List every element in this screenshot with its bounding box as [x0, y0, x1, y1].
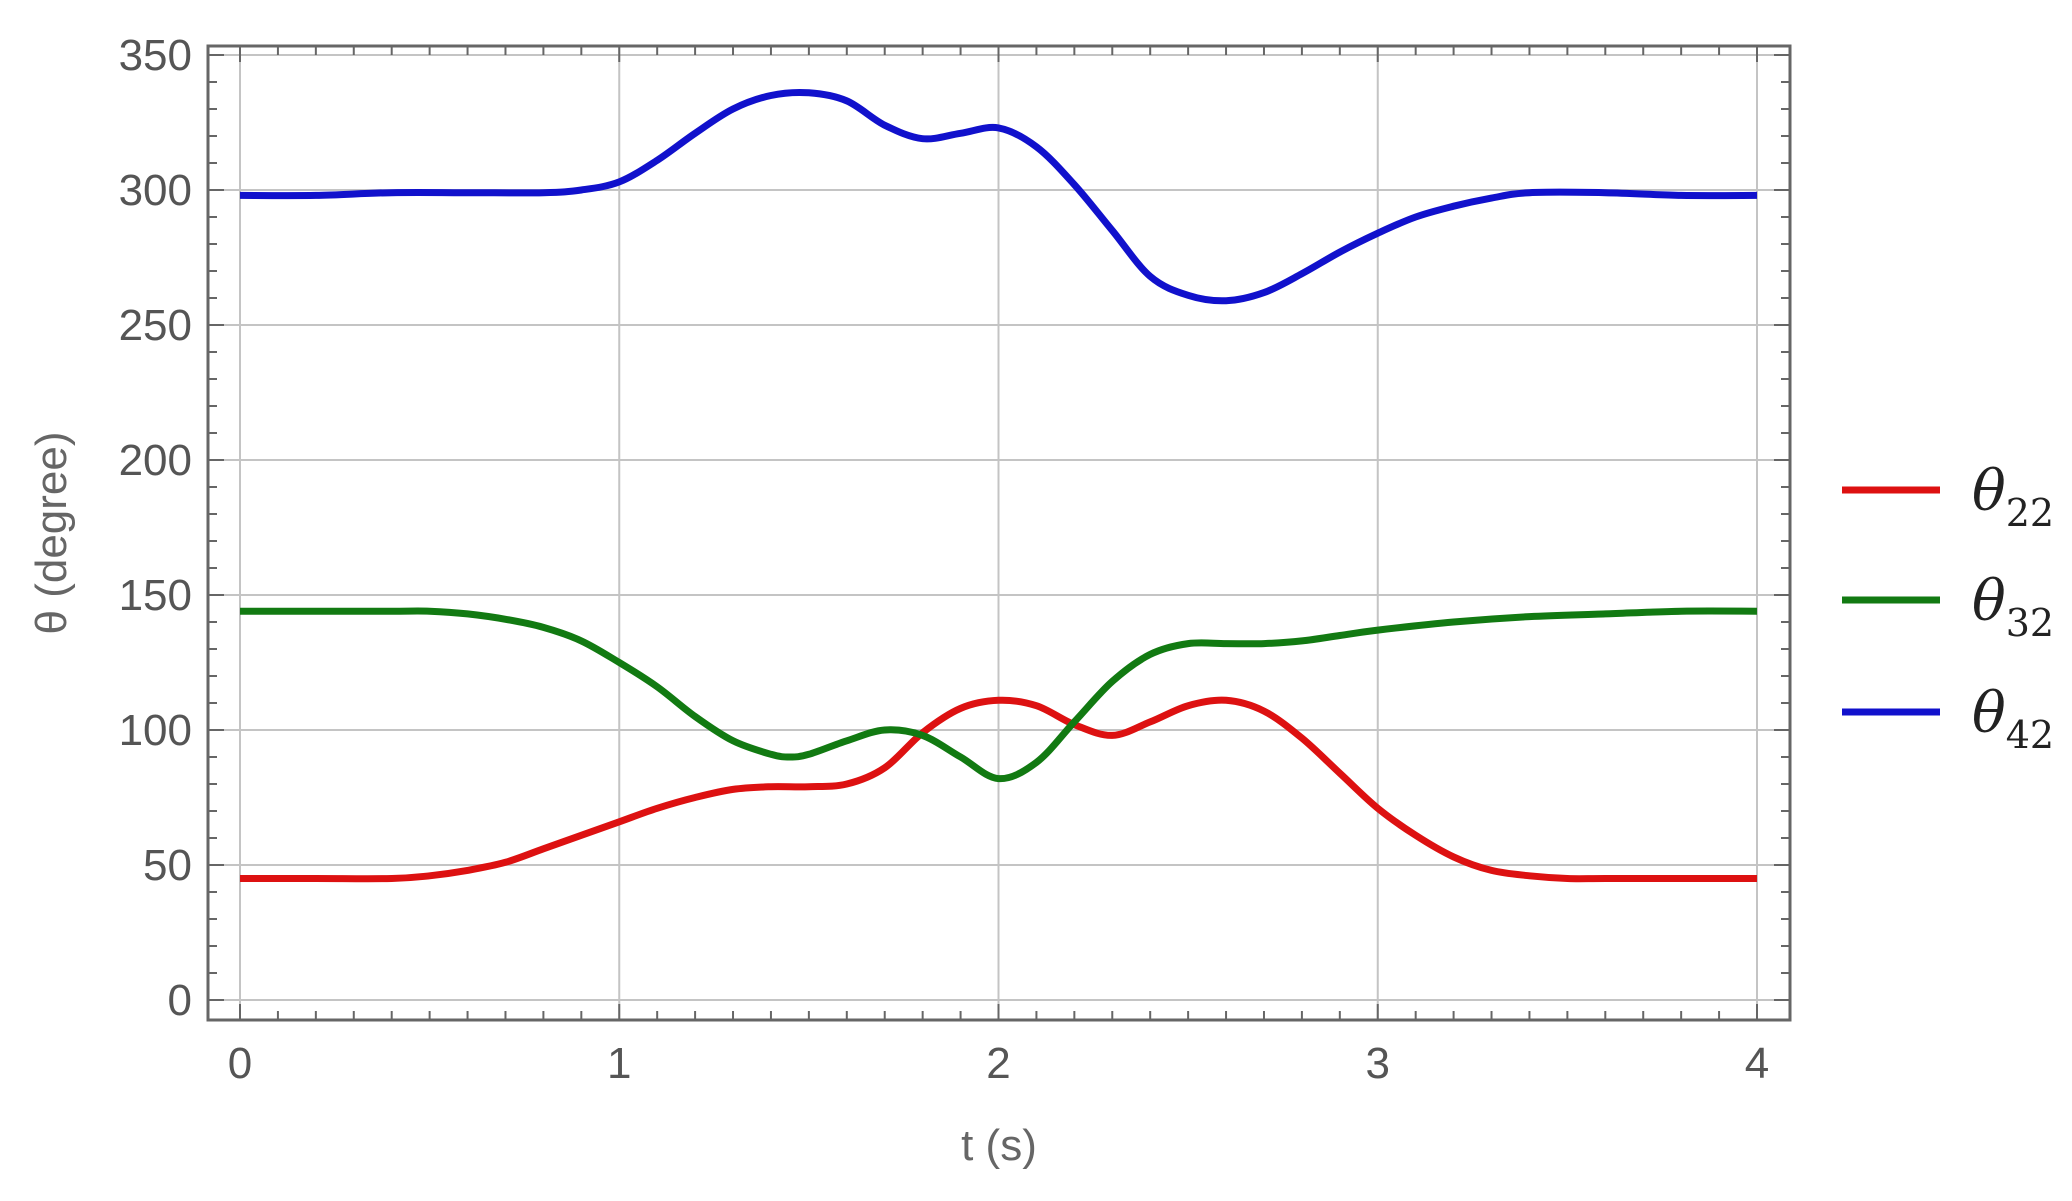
legend-symbol: θ — [1972, 569, 2006, 634]
y-tick-label: 100 — [119, 706, 192, 755]
y-tick-label: 150 — [119, 571, 192, 620]
x-tick-label: 3 — [1366, 1039, 1390, 1088]
series-line-32 — [240, 607, 1758, 783]
y-tick-label: 0 — [168, 976, 192, 1025]
legend-subscript: 42 — [2006, 713, 2054, 757]
x-tick-label: 2 — [986, 1039, 1010, 1088]
y-tick-label: 50 — [143, 841, 192, 890]
y-axis-label: θ (degree) — [27, 431, 76, 634]
legend-symbol: θ — [1972, 681, 2006, 746]
legend-label-22: θ22 — [1972, 459, 2054, 535]
legend-label-32: θ32 — [1972, 569, 2054, 645]
minor-ticks — [208, 46, 1790, 1020]
y-tick-label: 350 — [119, 31, 192, 80]
x-tick-label: 4 — [1745, 1039, 1769, 1088]
x-axis-label: t (s) — [961, 1121, 1037, 1170]
x-tick-labels: 0 1 2 3 4 — [228, 1039, 1769, 1088]
series-lines — [239, 88, 1758, 883]
x-tick-label: 0 — [228, 1039, 252, 1088]
series-line-22 — [240, 696, 1757, 883]
legend-symbol: θ — [1972, 459, 2006, 524]
y-tick-labels: 0 50 100 150 200 250 300 350 — [119, 31, 192, 1025]
y-tick-label: 250 — [119, 301, 192, 350]
legend-label-42: θ42 — [1972, 681, 2054, 757]
y-tick-label: 200 — [119, 436, 192, 485]
legend-subscript: 22 — [2006, 491, 2054, 535]
legend-subscript: 32 — [2006, 601, 2054, 645]
y-tick-label: 300 — [119, 166, 192, 215]
x-tick-label: 1 — [607, 1039, 631, 1088]
series-line-42 — [239, 88, 1758, 305]
